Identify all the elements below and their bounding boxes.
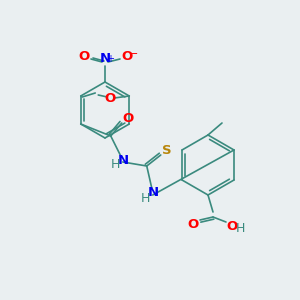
Text: N: N [118, 154, 129, 166]
Text: O: O [188, 218, 199, 230]
Text: +: + [106, 54, 114, 64]
Text: N: N [148, 187, 159, 200]
Text: H: H [235, 223, 245, 236]
Text: −: − [129, 49, 139, 59]
Text: O: O [226, 220, 238, 232]
Text: H: H [111, 158, 120, 172]
Text: S: S [162, 143, 172, 157]
Text: O: O [78, 50, 90, 64]
Text: O: O [105, 92, 116, 104]
Text: O: O [122, 50, 133, 64]
Text: O: O [122, 112, 134, 125]
Text: H: H [141, 191, 150, 205]
Text: N: N [99, 52, 111, 65]
